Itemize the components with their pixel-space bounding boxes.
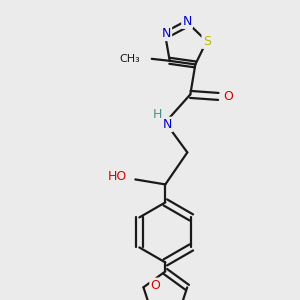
Text: N: N <box>161 27 171 40</box>
Text: N: N <box>163 118 172 131</box>
Text: O: O <box>151 279 160 292</box>
Text: HO: HO <box>108 170 127 183</box>
Text: O: O <box>224 90 233 103</box>
Text: CH₃: CH₃ <box>119 54 140 64</box>
Text: H: H <box>153 108 162 121</box>
Text: N: N <box>182 15 192 28</box>
Text: S: S <box>203 35 211 48</box>
